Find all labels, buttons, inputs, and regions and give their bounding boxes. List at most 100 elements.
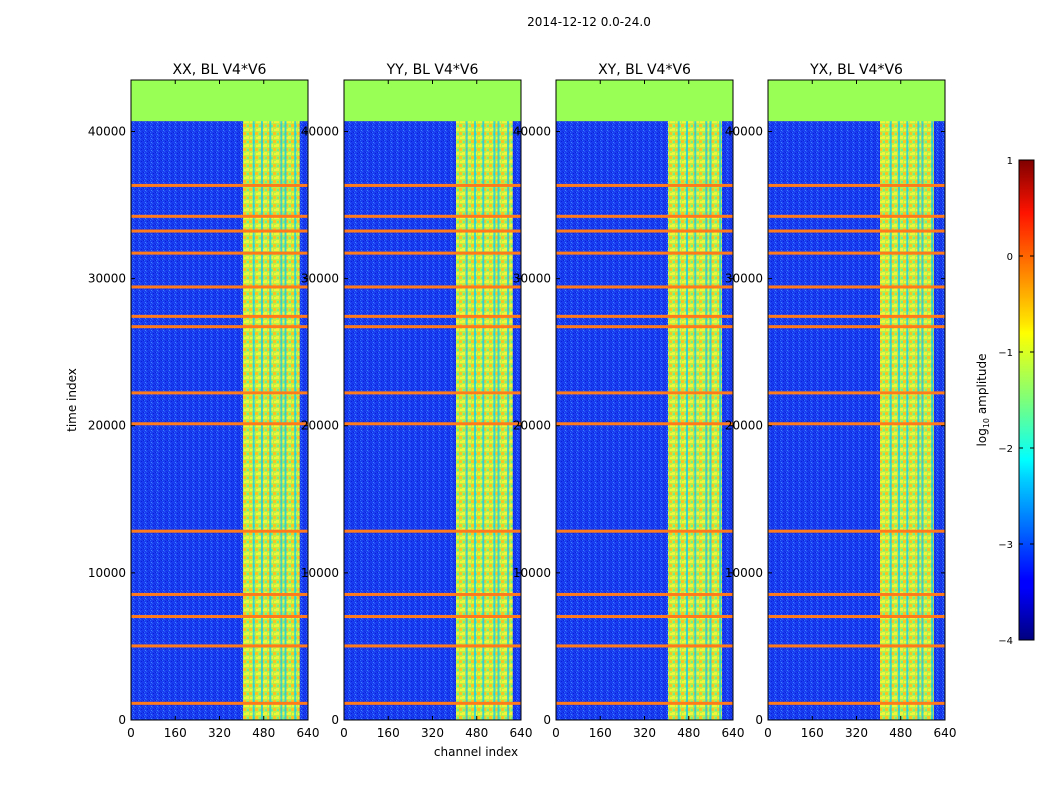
- rfi-channel-column: [482, 80, 485, 720]
- flagged-time-row: [556, 644, 733, 648]
- rfi-channel-column: [889, 80, 892, 720]
- y-tick-label: 30000: [513, 272, 551, 286]
- panel-title: XX, BL V4*V6: [173, 62, 267, 78]
- flagged-time-row: [768, 251, 945, 255]
- y-tick-label: 0: [118, 713, 126, 727]
- flagged-time-row: [768, 592, 945, 596]
- flagged-time-row: [131, 592, 308, 596]
- rfi-channel-column: [719, 80, 722, 720]
- flagged-time-row: [344, 229, 521, 233]
- colorbar-gradient: [1018, 159, 1035, 641]
- flagged-time-row: [556, 183, 733, 187]
- rfi-channel-column: [705, 80, 708, 720]
- flagged-time-row: [131, 229, 308, 233]
- x-tick-label: 0: [552, 726, 560, 740]
- colorbar-tick-label: −3: [998, 540, 1013, 551]
- flagged-time-row: [556, 592, 733, 596]
- x-tick-label: 320: [633, 726, 656, 740]
- flagged-time-row: [768, 214, 945, 218]
- flagged-time-row: [768, 314, 945, 318]
- x-tick-label: 320: [845, 726, 868, 740]
- flagged-time-row: [556, 391, 733, 395]
- x-tick-label: 480: [252, 726, 275, 740]
- y-tick-label: 40000: [301, 124, 339, 138]
- x-tick-label: 640: [297, 726, 320, 740]
- flagged-time-row: [131, 251, 308, 255]
- rfi-band: [456, 80, 513, 720]
- no-data-region: [556, 80, 733, 122]
- flagged-time-row: [768, 615, 945, 619]
- rfi-channel-column: [709, 80, 712, 720]
- flagged-time-row: [344, 701, 521, 705]
- rfi-channel-column: [677, 80, 680, 720]
- flagged-time-row: [344, 422, 521, 426]
- colorbar-label-main: log: [975, 428, 989, 446]
- y-tick-label: 10000: [513, 566, 551, 580]
- flagged-time-row: [556, 701, 733, 705]
- flagged-time-row: [344, 314, 521, 318]
- rfi-channel-column: [694, 80, 697, 720]
- flagged-time-row: [344, 325, 521, 329]
- rfi-channel-column: [284, 80, 287, 720]
- flagged-time-row: [768, 391, 945, 395]
- rfi-channel-column: [931, 80, 934, 720]
- x-tick-label: 160: [377, 726, 400, 740]
- rfi-channel-column: [465, 80, 468, 720]
- rfi-channel-column: [921, 80, 924, 720]
- x-tick-label: 320: [208, 726, 231, 740]
- y-tick-label: 20000: [513, 419, 551, 433]
- rfi-channel-column: [473, 80, 476, 720]
- panel-1: XX, BL V4*V6 0 160 320 480 640 0 10000 20000 3000…: [88, 62, 320, 740]
- y-tick-label: 40000: [513, 124, 551, 138]
- y-tick-label: 20000: [301, 419, 339, 433]
- x-tick-label: 160: [801, 726, 824, 740]
- rfi-channel-column: [493, 80, 496, 720]
- flagged-time-row: [344, 529, 521, 533]
- colorbar-tick-label: −2: [998, 444, 1013, 455]
- x-tick-label: 640: [722, 726, 745, 740]
- panel-title: XY, BL V4*V6: [598, 62, 691, 78]
- x-tick-label: 160: [589, 726, 612, 740]
- flagged-time-row: [344, 592, 521, 596]
- flagged-time-row: [131, 529, 308, 533]
- y-tick-label: 30000: [88, 272, 126, 286]
- colorbar-tick-label: 0: [1007, 252, 1013, 263]
- x-tick-label: 160: [164, 726, 187, 740]
- flagged-time-row: [344, 214, 521, 218]
- flagged-time-row: [768, 285, 945, 289]
- y-tick-label: 0: [755, 713, 763, 727]
- rfi-channel-column: [252, 80, 255, 720]
- x-tick-label: 480: [677, 726, 700, 740]
- panel-title: YY, BL V4*V6: [386, 62, 479, 78]
- y-tick-label: 40000: [725, 124, 763, 138]
- flagged-time-row: [768, 701, 945, 705]
- rfi-channel-column: [685, 80, 688, 720]
- y-tick-label: 40000: [88, 124, 126, 138]
- flagged-time-row: [768, 644, 945, 648]
- flagged-time-row: [556, 229, 733, 233]
- colorbar-tick-label: 1: [1007, 156, 1013, 167]
- colorbar-label: log10 amplitude: [975, 354, 991, 447]
- flagged-time-row: [768, 325, 945, 329]
- flagged-time-row: [344, 615, 521, 619]
- y-tick-label: 0: [543, 713, 551, 727]
- flagged-time-row: [556, 214, 733, 218]
- x-tick-label: 0: [340, 726, 348, 740]
- flagged-time-row: [131, 701, 308, 705]
- no-data-region: [768, 80, 945, 122]
- y-tick-label: 10000: [725, 566, 763, 580]
- x-tick-label: 480: [465, 726, 488, 740]
- flagged-time-row: [131, 644, 308, 648]
- panel-3: XY, BL V4*V6 0 160 320 480 640 0 10000 20000 3000…: [513, 62, 745, 740]
- rfi-channel-column: [280, 80, 283, 720]
- y-tick-label: 10000: [88, 566, 126, 580]
- flagged-time-row: [131, 615, 308, 619]
- x-tick-label: 640: [510, 726, 533, 740]
- flagged-time-row: [131, 314, 308, 318]
- x-tick-label: 0: [764, 726, 772, 740]
- rfi-channel-column: [507, 80, 510, 720]
- flagged-time-row: [131, 325, 308, 329]
- y-tick-label: 30000: [301, 272, 339, 286]
- flagged-time-row: [556, 285, 733, 289]
- panel-4: YX, BL V4*V6 0 160 320 480 640 0 10000 20000 3000…: [725, 62, 957, 740]
